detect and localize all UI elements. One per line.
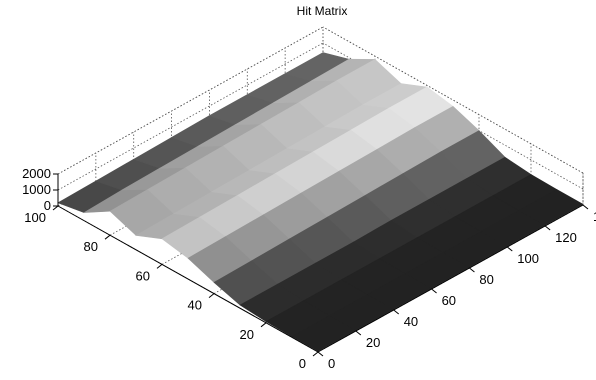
x-axis-line [317, 204, 584, 353]
x-tick-label: 0 [328, 356, 335, 371]
y-tick-mark [312, 351, 319, 357]
surface-patch [518, 189, 584, 226]
y-tick-mark [208, 293, 215, 298]
y-tick-label: 60 [136, 268, 150, 283]
y-tick-label: 100 [24, 210, 46, 225]
z-tick-label: 1000 [22, 182, 51, 197]
x-tick-mark [544, 225, 551, 231]
y-tick-mark [52, 205, 59, 211]
y-tick-mark [260, 322, 267, 328]
y-tick-label: 80 [84, 239, 98, 254]
x-tick-label: 100 [517, 251, 539, 266]
grid-line [57, 42, 324, 191]
x-tick-label: 20 [366, 335, 380, 350]
x-tick-label: 120 [555, 230, 577, 245]
x-tick-label: 40 [404, 314, 418, 329]
chart-title: Hit Matrix [297, 4, 348, 18]
y-tick-mark [104, 234, 111, 240]
y-tick-label: 20 [240, 327, 254, 342]
x-tick-mark [393, 309, 400, 315]
x-tick-label: 80 [479, 272, 493, 287]
z-tick-label: 2000 [22, 166, 51, 181]
x-tick-mark [431, 288, 437, 294]
grid-line [322, 42, 584, 190]
grid-line [322, 26, 584, 174]
x-tick-label: 140 [593, 209, 596, 224]
y-axis-line [57, 205, 319, 353]
surface-plot [57, 52, 584, 352]
x-tick-mark [469, 267, 475, 273]
x-tick-label: 60 [442, 293, 456, 308]
x-tick-mark [506, 246, 513, 252]
z-tick-label: 0 [44, 198, 51, 213]
y-tick-label: 0 [299, 356, 306, 371]
x-tick-mark [317, 351, 324, 357]
x-tick-mark [355, 330, 362, 336]
y-tick-mark [156, 264, 163, 269]
y-tick-label: 40 [188, 298, 202, 313]
axes: 020406080100120140020406080100010002000 [22, 166, 596, 371]
grid-line [57, 26, 324, 175]
x-tick-mark [582, 204, 589, 210]
